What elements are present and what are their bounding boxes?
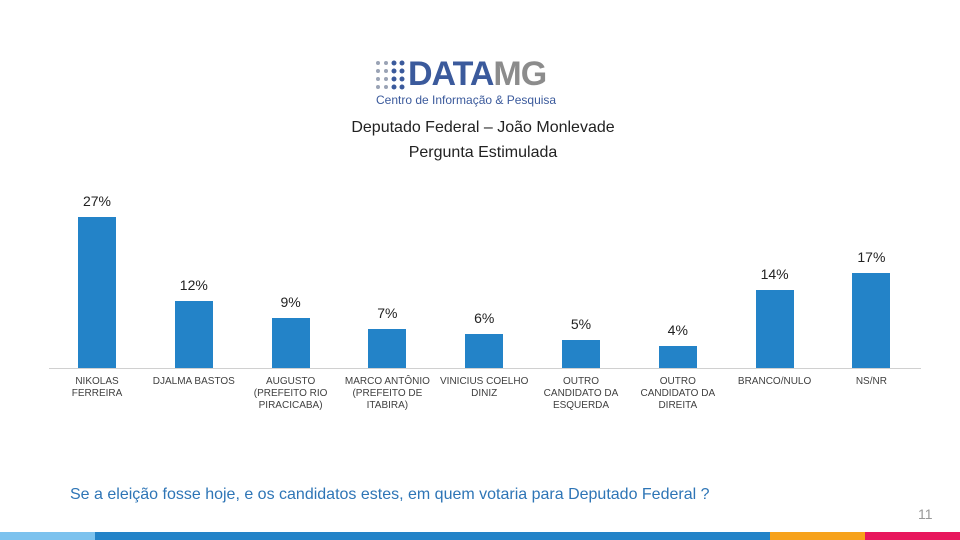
- value-label: 17%: [857, 248, 886, 265]
- bar: [755, 289, 794, 368]
- footer-stripe: [0, 532, 95, 540]
- value-label: 12%: [179, 276, 208, 293]
- bar: [78, 216, 116, 368]
- bar: [465, 334, 504, 368]
- x-tick-label: MARCO ANTÔNIO (PREFEITO DE ITABIRA): [344, 376, 430, 411]
- x-tick-label: BRANCO/NULO: [737, 376, 812, 387]
- logo-tagline: Centro de Informação & Pesquisa: [376, 93, 557, 107]
- logo-dots: [376, 60, 405, 90]
- bar: [368, 328, 407, 368]
- logo-name: DATA: [408, 55, 494, 93]
- bar: [658, 345, 697, 368]
- bar: [271, 317, 310, 368]
- bar: [562, 340, 600, 368]
- chart-subtitle: Pergunta Estimulada: [408, 144, 558, 161]
- axis-line: [49, 368, 921, 369]
- footer-stripe: [95, 532, 770, 540]
- bar: [174, 300, 213, 368]
- value-label: 14%: [760, 265, 789, 282]
- footer-stripe: [770, 532, 865, 540]
- value-label: 6%: [474, 310, 495, 327]
- x-tick-label: NIKOLAS FERREIRA: [71, 376, 123, 399]
- logo-accent: MG: [493, 55, 547, 93]
- x-tick-label: NS/NR: [855, 376, 887, 387]
- x-tick-label: AUGUSTO (PREFEITO RIO PIRACICABA): [253, 376, 328, 411]
- x-tick-label: DJALMA BASTOS: [152, 376, 235, 387]
- chart-title: Deputado Federal – João Monlevade: [351, 119, 615, 136]
- x-tick-label: OUTRO CANDIDATO DA DIREITA: [640, 376, 716, 411]
- x-tick-label: VINICIUS COELHO DINIZ: [440, 376, 529, 399]
- value-label: 7%: [377, 304, 398, 321]
- x-tick-label: OUTRO CANDIDATO DA ESQUERDA: [543, 376, 619, 411]
- logo-text: DATAMG: [408, 54, 547, 94]
- footer-stripe: [865, 532, 960, 540]
- value-label: 5%: [570, 316, 592, 332]
- page-number: 11: [918, 506, 933, 522]
- value-label: 4%: [667, 321, 688, 338]
- bar: [852, 272, 891, 368]
- question: Se a eleição fosse hoje, e os candidatos…: [70, 486, 710, 503]
- value-label: 9%: [280, 293, 301, 310]
- value-label: 27%: [82, 192, 112, 209]
